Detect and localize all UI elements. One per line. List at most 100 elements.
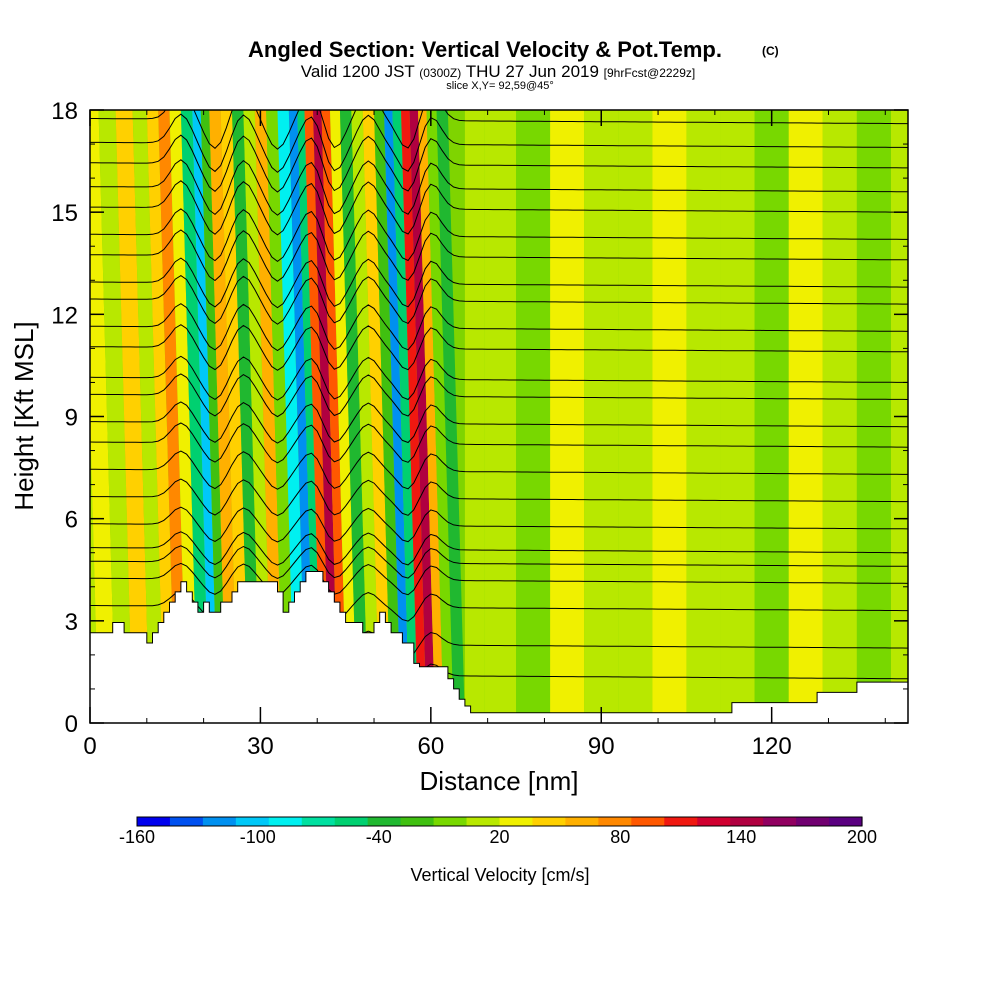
colorbar-title: Vertical Velocity [cm/s] (410, 865, 589, 885)
colorbar-label: -160 (119, 827, 155, 847)
colorbar-segment (268, 817, 303, 826)
colorbar-segment (763, 817, 797, 826)
colorbar-label: 20 (489, 827, 509, 847)
isentrope-line (90, 478, 908, 517)
isentrope-line (90, 303, 908, 352)
isentrope-line (90, 274, 908, 325)
velocity-band (550, 110, 585, 723)
velocity-band (266, 110, 295, 723)
colorbar-segment (137, 817, 171, 826)
velocity-field (90, 110, 908, 723)
velocity-band (146, 110, 176, 723)
colorbar-segment (202, 817, 237, 826)
isentrope-line (90, 257, 908, 309)
colorbar-segment (796, 817, 830, 826)
colorbar-label: 200 (847, 827, 877, 847)
valid-utc: (0300Z) (419, 66, 461, 80)
velocity-band (115, 110, 150, 723)
colorbar-segment (697, 817, 731, 826)
isentrope-line (90, 562, 908, 596)
x-tick-label: 120 (752, 733, 792, 760)
colorbar-segment (631, 817, 665, 826)
colorbar-frame (136, 816, 863, 827)
isentrope-line (90, 159, 908, 216)
velocity-band (98, 110, 133, 723)
velocity-band (418, 110, 444, 723)
y-tick-label: 6 (65, 507, 78, 534)
velocity-band (720, 110, 755, 723)
colorbar-label: 140 (726, 827, 756, 847)
axis-ticks: 0 30 60 90 120 0 3 6 9 12 15 18 (51, 98, 908, 760)
velocity-band (401, 110, 427, 723)
isentrope-line (90, 355, 908, 401)
terrain-profile (90, 571, 908, 723)
terrain (90, 571, 908, 723)
velocity-band (822, 110, 857, 723)
x-tick-label: 60 (417, 733, 444, 760)
colorbar-segment (367, 817, 402, 826)
velocity-band (254, 110, 284, 723)
velocity-band (243, 110, 272, 723)
chart-title: Angled Section: Vertical Velocity & Pot.… (248, 37, 722, 62)
isentrope-line (90, 506, 908, 543)
x-tick-label: 30 (247, 733, 274, 760)
velocity-band (516, 110, 551, 723)
colorbar-segment (433, 817, 468, 826)
velocity-band (304, 110, 331, 723)
velocity-band (426, 110, 454, 723)
potential-temperature-contours (90, 110, 908, 688)
velocity-band (132, 110, 164, 723)
y-tick-label: 18 (51, 98, 78, 125)
colorbar-segment (532, 817, 566, 826)
velocity-band (618, 110, 653, 723)
isentrope-line (90, 422, 908, 464)
chart-title-tag: (C) (762, 44, 779, 58)
x-tick-label: 90 (588, 733, 615, 760)
velocity-band (374, 110, 402, 723)
colorbar-segment (730, 817, 764, 826)
velocity-band (277, 110, 306, 723)
isentrope-line (90, 180, 908, 236)
colorbar-segment (499, 817, 534, 826)
velocity-band (484, 110, 517, 723)
velocity-band (652, 110, 687, 723)
velocity-band (220, 110, 250, 723)
y-tick-label: 9 (65, 405, 78, 432)
isentrope-line (90, 531, 908, 566)
velocity-band (158, 110, 187, 723)
velocity-band (330, 110, 357, 723)
chart-subtitle: Valid 1200 JST (0300Z) THU 27 Jun 2019 [… (301, 62, 695, 81)
velocity-band (464, 110, 485, 723)
velocity-band (362, 110, 392, 723)
velocity-band (297, 110, 322, 723)
colorbar-label: -40 (366, 827, 392, 847)
velocity-band (351, 110, 380, 723)
colorbar-segment (301, 817, 336, 826)
velocity-band (788, 110, 823, 723)
isentrope-line (90, 134, 908, 193)
valid-prefix: Valid 1200 JST (301, 62, 415, 81)
velocity-band (392, 110, 419, 723)
colorbar: -160 -100 -40 20 80 140 200 (119, 816, 877, 847)
colorbar-segment (334, 817, 369, 826)
colorbar-label: -100 (240, 827, 276, 847)
isentrope-line (90, 401, 908, 444)
velocity-band (754, 110, 789, 723)
isentrope-line (90, 229, 908, 282)
velocity-band (321, 110, 348, 723)
colorbar-segment (565, 817, 599, 826)
valid-date: THU 27 Jun 2019 (466, 62, 599, 81)
colorbar-segment (400, 817, 435, 826)
y-tick-label: 3 (65, 609, 78, 636)
velocity-band (312, 110, 339, 723)
x-tick-label: 0 (83, 733, 96, 760)
isentrope-line (90, 373, 908, 418)
x-axis-title: Distance [nm] (420, 766, 579, 796)
colorbar-segment (598, 817, 632, 826)
colorbar-segment (829, 817, 863, 826)
colorbar-segment (466, 817, 501, 826)
isentrope-line (90, 208, 908, 263)
y-tick-label: 15 (51, 200, 78, 227)
